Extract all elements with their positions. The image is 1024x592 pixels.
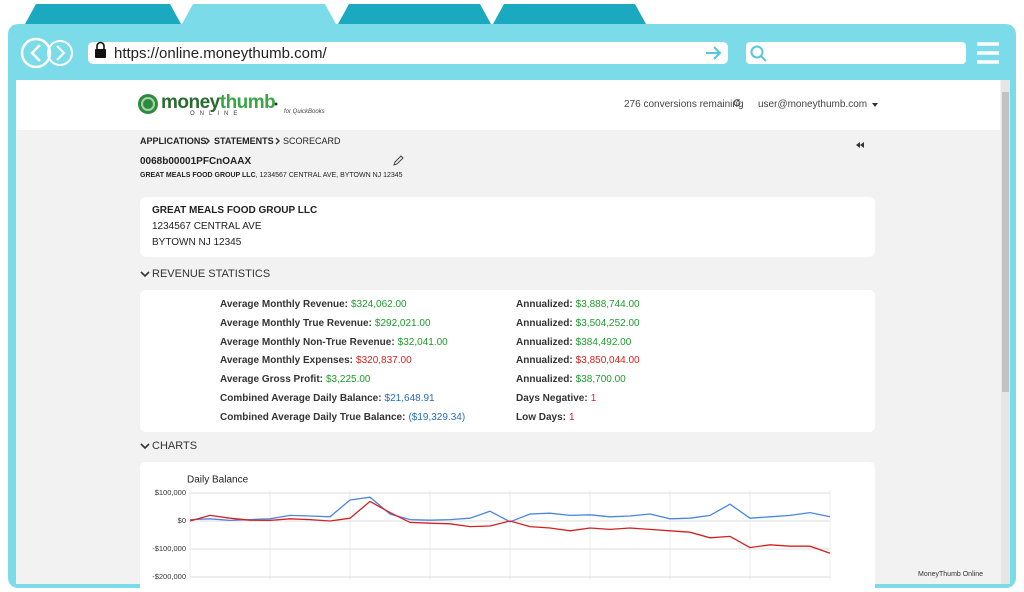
y-tick-label: -$200,000 bbox=[152, 572, 186, 580]
chart: Daily Balance $100,000 $0 -$100,000 -$200,0… bbox=[152, 475, 831, 580]
stat-value: $3,504,252.00 bbox=[575, 317, 640, 329]
record-company: GREAT MEALS FOOD GROUP LLC bbox=[140, 172, 256, 179]
stat-value: ($19,329.34) bbox=[408, 411, 466, 423]
stat-row: Combined Average Daily True Balance: ($19… bbox=[220, 412, 465, 423]
logo-text: thumb bbox=[219, 92, 276, 113]
y-tick-label: $0 bbox=[178, 516, 186, 525]
y-tick-label: -$100,000 bbox=[152, 544, 186, 553]
y-tick-label: $100,000 bbox=[155, 488, 186, 497]
stat-row: Annualized: $3,504,252.00 bbox=[516, 318, 640, 329]
series-line bbox=[189, 496, 831, 523]
stat-value: $292,021.00 bbox=[374, 317, 431, 329]
stat-row: Annualized: $384,492.00 bbox=[516, 337, 631, 348]
logo-tag: for QuickBooks bbox=[284, 109, 325, 115]
stat-row: Days Negative: 1 bbox=[516, 393, 596, 404]
stats-card: Average Monthly Revenue: $324,062.00 Avera… bbox=[140, 290, 875, 432]
stat-value: $3,888,744.00 bbox=[575, 299, 640, 310]
stat-label: Average Monthly Non-True Revenue: bbox=[220, 336, 395, 348]
stat-row: Average Monthly True Revenue: $292,021.00 bbox=[220, 318, 431, 329]
stat-label: Annualized: bbox=[516, 317, 573, 329]
stat-label: Annualized: bbox=[516, 355, 573, 367]
stat-row: Combined Average Daily Balance: $21,648.9… bbox=[220, 393, 435, 404]
customer-name: GREAT MEALS FOOD GROUP LLC bbox=[152, 205, 318, 216]
logo-sub: ONLINE bbox=[190, 111, 243, 117]
chart-card bbox=[140, 462, 875, 592]
breadcrumb-link[interactable]: STATEMENTS bbox=[214, 136, 274, 146]
customer-city: BYTOWN NJ 12345 bbox=[152, 237, 242, 248]
stat-value: $38,700.00 bbox=[575, 374, 626, 386]
record-id: 0068b00001PFCnOAAX bbox=[140, 156, 252, 167]
logo-text: money bbox=[161, 92, 220, 113]
stat-label: Average Gross Profit: bbox=[220, 374, 323, 386]
breadcrumb-current: SCORECARD bbox=[283, 136, 341, 146]
stat-row: Average Monthly Non-True Revenue: $32,041… bbox=[220, 337, 448, 348]
stat-label: Annualized: bbox=[516, 299, 573, 310]
url-text[interactable]: https://online.moneythumb.com/ bbox=[114, 45, 327, 62]
stat-row: Average Monthly Expenses: $320,837.00 bbox=[220, 355, 412, 366]
chart-title: Daily Balance bbox=[187, 475, 249, 486]
stat-label: Average Monthly Revenue: bbox=[220, 299, 348, 310]
breadcrumb-link[interactable]: APPLICATIONS bbox=[140, 136, 207, 146]
stat-label: Annualized: bbox=[516, 336, 573, 348]
stat-row: Annualized: $3,888,744.00 bbox=[516, 299, 640, 310]
stat-value: 1 bbox=[590, 393, 597, 404]
stat-value: $3,850,044.00 bbox=[575, 355, 640, 367]
stat-label: Annualized: bbox=[516, 374, 573, 386]
customer-card bbox=[140, 197, 875, 257]
series-line bbox=[189, 500, 831, 554]
stat-value: $32,041.00 bbox=[397, 336, 448, 348]
stat-row: Low Days: 1 bbox=[516, 412, 575, 423]
stat-value: $324,062.00 bbox=[351, 299, 407, 310]
stat-value: 1 bbox=[569, 411, 575, 423]
user-menu[interactable]: user@moneythumb.com bbox=[758, 99, 868, 110]
stat-value: $384,492.00 bbox=[575, 336, 632, 348]
stat-label: Days Negative: bbox=[516, 393, 588, 404]
record-address: , 1234567 CENTRAL AVE, BYTOWN NJ 12345 bbox=[255, 172, 403, 179]
stat-label: Combined Average Daily Balance: bbox=[220, 393, 382, 404]
stat-label: Combined Average Daily True Balance: bbox=[220, 411, 406, 423]
stat-label: Low Days: bbox=[516, 411, 567, 423]
stat-row: Average Monthly Revenue: $324,062.00 bbox=[220, 299, 407, 310]
stat-row: Annualized: $3,850,044.00 bbox=[516, 355, 640, 366]
stat-value: $3,225.00 bbox=[326, 374, 371, 386]
stat-row: Annualized: $38,700.00 bbox=[516, 374, 626, 385]
conversions: 276 conversions remaining bbox=[624, 99, 744, 110]
stat-row: Average Gross Profit: $3,225.00 bbox=[220, 374, 371, 385]
stat-label: Average Monthly Expenses: bbox=[220, 355, 354, 367]
status-text: MoneyThumb Online bbox=[918, 571, 983, 578]
stat-value: $21,648.91 bbox=[384, 393, 435, 404]
stat-label: Average Monthly True Revenue: bbox=[220, 317, 372, 329]
customer-street: 1234567 CENTRAL AVE bbox=[152, 221, 262, 232]
section-heading[interactable]: CHARTS bbox=[152, 440, 198, 452]
section-heading[interactable]: REVENUE STATISTICS bbox=[152, 268, 271, 280]
stat-value: $320,837.00 bbox=[356, 355, 412, 367]
